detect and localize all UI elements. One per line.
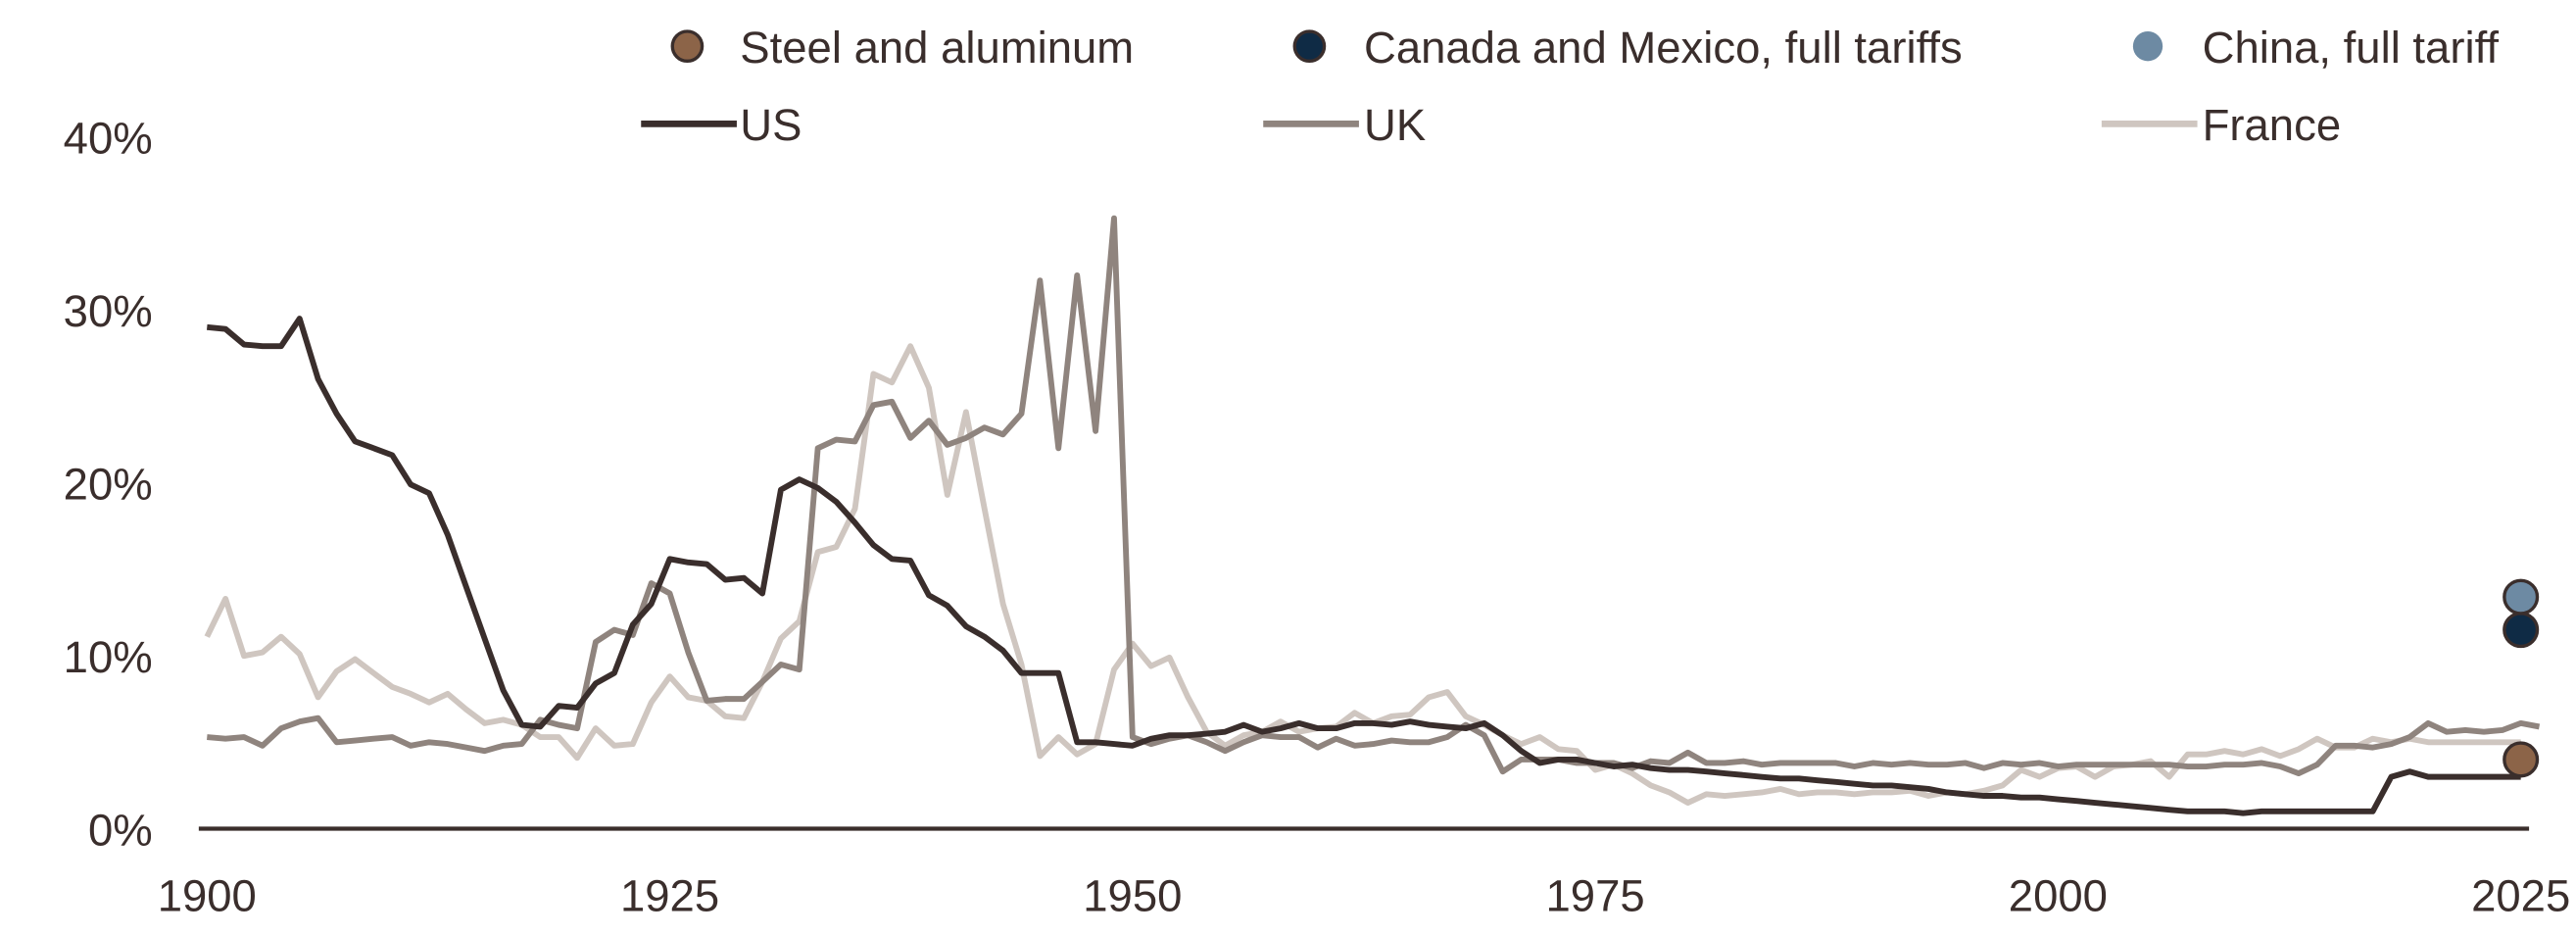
legend-item-canada-mexico: Canada and Mexico, full tariffs bbox=[1292, 23, 1963, 73]
legend-label-canada-mexico: Canada and Mexico, full tariffs bbox=[1364, 23, 1963, 73]
y-axis: 0% 10% 20% 30% 40% bbox=[64, 114, 153, 856]
y-tick-label: 10% bbox=[64, 632, 153, 682]
x-tick-label: 1975 bbox=[1546, 871, 1645, 921]
x-tick-label: 1950 bbox=[1083, 871, 1182, 921]
legend-marker-china bbox=[2132, 31, 2163, 62]
y-tick-label: 30% bbox=[64, 286, 153, 336]
y-tick-label: 0% bbox=[88, 805, 153, 855]
series-line-france bbox=[204, 343, 2521, 807]
legend-item-china: China, full tariff bbox=[2132, 23, 2500, 73]
x-tick-label: 2025 bbox=[2471, 871, 2570, 921]
x-tick-label: 1925 bbox=[620, 871, 719, 921]
legend-label-china: China, full tariff bbox=[2203, 23, 2500, 73]
y-tick-label: 20% bbox=[64, 460, 153, 510]
legend: Steel and aluminum Canada and Mexico, fu… bbox=[641, 23, 2499, 150]
series-line-us bbox=[206, 316, 2521, 816]
point-china-full-tariff bbox=[2503, 578, 2540, 616]
legend-item-steel: Steel and aluminum bbox=[670, 23, 1134, 73]
legend-item-france: France bbox=[2101, 100, 2342, 150]
x-tick-label: 2000 bbox=[2009, 871, 2108, 921]
legend-marker-canada-mexico bbox=[1292, 29, 1327, 64]
legend-label-france: France bbox=[2203, 100, 2342, 150]
legend-item-us: US bbox=[641, 100, 802, 150]
legend-marker-steel bbox=[670, 29, 705, 64]
point-steel-and-aluminum bbox=[2503, 741, 2540, 778]
series-line-uk bbox=[207, 215, 2541, 777]
x-axis: 1900 1925 1950 1975 2000 2025 bbox=[158, 871, 2571, 921]
legend-label-steel: Steel and aluminum bbox=[740, 23, 1134, 73]
legend-item-uk: UK bbox=[1263, 100, 1426, 150]
scenario-points bbox=[2503, 578, 2540, 778]
series-lines bbox=[204, 215, 2541, 816]
y-tick-label: 40% bbox=[64, 114, 153, 164]
x-tick-label: 1900 bbox=[158, 871, 257, 921]
legend-label-us: US bbox=[740, 100, 802, 150]
legend-label-uk: UK bbox=[1364, 100, 1426, 150]
point-canada-and-mexico-full-tariffs bbox=[2503, 612, 2540, 649]
